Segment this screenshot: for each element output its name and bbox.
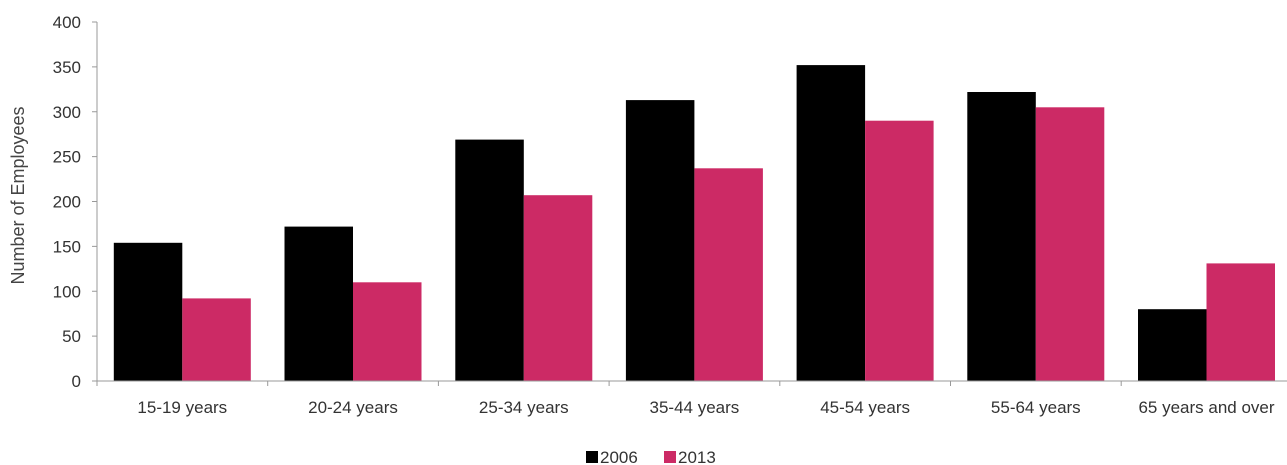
bars [113, 65, 1275, 382]
x-tick-label: 25-34 years [479, 398, 569, 417]
bar-2006-1 [284, 226, 353, 381]
bar-2006-4 [796, 65, 866, 381]
bar-2013-2 [523, 195, 593, 381]
legend-label-2006: 2006 [600, 448, 638, 465]
y-tick-label: 400 [53, 13, 81, 32]
y-tick-label: 150 [53, 237, 81, 256]
legend-swatch-2006 [586, 451, 598, 463]
bar-2006-5 [967, 92, 1036, 381]
y-tick-label: 250 [53, 148, 81, 167]
y-tick-label: 100 [53, 282, 81, 301]
legend: 2006 2013 [586, 448, 716, 465]
bar-2006-0 [113, 242, 183, 381]
y-tick-label: 200 [53, 193, 81, 212]
legend-swatch-2013 [664, 451, 676, 463]
bar-2013-5 [1035, 107, 1105, 382]
bar-2013-4 [865, 120, 934, 381]
x-tick-label: 35-44 years [650, 398, 740, 417]
y-tick-label: 50 [62, 327, 81, 346]
y-axis-ticks: 0 50 100 150 200 250 300 350 400 [53, 13, 97, 391]
bar-2013-6 [1206, 263, 1275, 381]
bar-2006-2 [455, 139, 524, 381]
x-tick-label: 55-64 years [991, 398, 1081, 417]
bar-2013-1 [353, 282, 422, 381]
x-axis-labels: 15-19 years 20-24 years 25-34 years 35-44 y… [96, 381, 1275, 417]
bar-2006-3 [625, 100, 695, 381]
x-tick-label: 65 years and over [1138, 398, 1274, 417]
y-axis-title: Number of Employees [8, 106, 28, 284]
bar-2013-3 [694, 168, 763, 381]
y-tick-label: 300 [53, 103, 81, 122]
y-tick-label: 350 [53, 58, 81, 77]
x-tick-label: 45-54 years [820, 398, 910, 417]
x-tick-label: 15-19 years [137, 398, 227, 417]
x-tick-label: 20-24 years [308, 398, 398, 417]
legend-label-2013: 2013 [678, 448, 716, 465]
bar-2013-0 [182, 298, 251, 381]
bar-2006-6 [1138, 309, 1207, 381]
y-tick-label: 0 [72, 372, 81, 391]
